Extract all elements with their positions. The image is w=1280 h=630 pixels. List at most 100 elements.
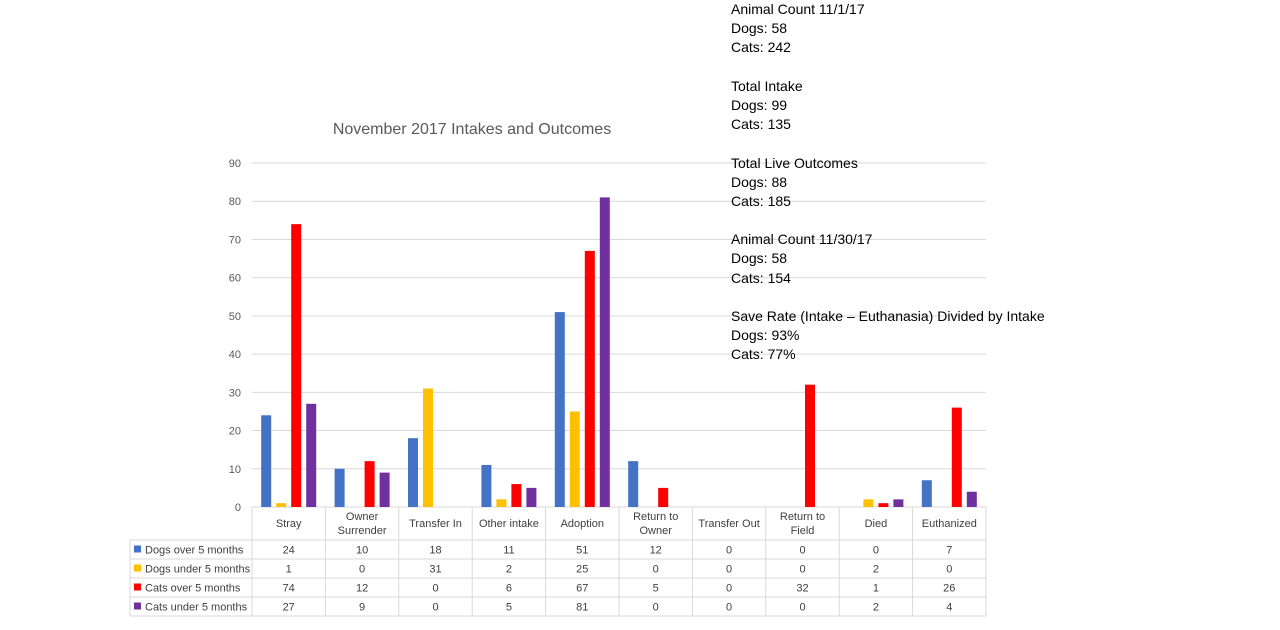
- category-label: Transfer In: [409, 518, 462, 530]
- table-cell: 0: [432, 602, 438, 614]
- note-line: [731, 288, 1045, 307]
- bar: [276, 503, 287, 507]
- y-tick-label: 30: [229, 387, 241, 399]
- table-cell: 4: [946, 602, 952, 614]
- note-line: Dogs: 58: [731, 250, 788, 267]
- table-cell: 0: [946, 564, 952, 576]
- bar: [364, 461, 375, 507]
- note-line: Save Rate (Intake – Euthanasia) Divided …: [731, 308, 1045, 324]
- table-cell: 7: [946, 545, 952, 557]
- category-label: Field: [791, 525, 815, 537]
- bar: [526, 487, 537, 507]
- legend-swatch: [134, 564, 141, 572]
- y-axis-ticks: 0 10 20 30 40 50 60 70 80 90: [229, 158, 241, 514]
- y-tick-label: 40: [229, 349, 241, 361]
- legend-swatch: [134, 583, 141, 591]
- bar: [496, 499, 507, 507]
- note-line: [731, 211, 1045, 230]
- y-tick-label: 10: [229, 464, 241, 476]
- note-line: Cats: 185: [731, 192, 791, 209]
- legend-label: Cats under 5 months: [145, 602, 248, 614]
- bar: [628, 461, 639, 507]
- table-cell: 81: [576, 602, 588, 614]
- table-cell: 26: [943, 583, 955, 595]
- legend-label: Dogs over 5 months: [145, 545, 244, 557]
- note-line: Cats: 77%: [731, 346, 796, 363]
- note-line: Animal Count 11/1/17: [731, 1, 865, 17]
- table-cell: 31: [429, 564, 441, 576]
- y-tick-label: 50: [229, 311, 241, 323]
- legend-swatch: [134, 602, 141, 610]
- note-line: Dogs: 58: [731, 20, 788, 37]
- bar: [423, 388, 433, 507]
- bar: [569, 411, 580, 507]
- bar: [658, 487, 669, 507]
- table-cell: 51: [576, 545, 588, 557]
- table-cell: 18: [429, 545, 441, 557]
- table-cell: 1: [286, 564, 292, 576]
- y-tick-label: 60: [229, 273, 241, 285]
- table-cell: 12: [650, 545, 662, 557]
- y-tick-label: 80: [229, 196, 241, 208]
- category-label: Owner: [639, 525, 672, 537]
- summary-notes: Animal Count 11/1/17 Dogs: 58 Cats: 242 Tot…: [731, 0, 1045, 365]
- table-cell: 2: [873, 602, 879, 614]
- bar: [306, 403, 317, 507]
- category-label: Transfer Out: [698, 518, 759, 530]
- bar: [261, 415, 272, 507]
- bar: [878, 503, 889, 507]
- table-cell: 11: [503, 545, 514, 557]
- category-label: Return to: [633, 511, 678, 523]
- bar: [599, 197, 610, 507]
- table-cell: 27: [283, 602, 295, 614]
- data-table: Stray Owner Surrender Transfer In Other inta…: [129, 507, 987, 617]
- category-label: Stray: [276, 518, 302, 530]
- table-cell: 2: [873, 564, 879, 576]
- bar: [408, 438, 418, 507]
- y-tick-label: 70: [229, 234, 241, 246]
- table-cell: 1: [873, 583, 879, 595]
- bars: [261, 197, 977, 507]
- y-tick-label: 20: [229, 426, 241, 438]
- category-label: Surrender: [338, 525, 387, 537]
- table-cell: 0: [726, 564, 732, 576]
- bar: [805, 384, 815, 507]
- bar: [554, 312, 565, 507]
- table-cell: 0: [799, 564, 805, 576]
- legend-label: Dogs under 5 months: [145, 564, 251, 576]
- note-line: Total Intake: [731, 77, 803, 94]
- y-tick-label: 0: [235, 502, 241, 514]
- table-cell: 0: [653, 564, 659, 576]
- table-cell: 32: [796, 583, 808, 595]
- bar: [511, 484, 522, 507]
- table-cell: 0: [432, 583, 438, 595]
- table-cell: 12: [356, 583, 368, 595]
- table-cell: 0: [359, 564, 365, 576]
- category-label: Euthanized: [922, 518, 977, 530]
- bar: [893, 499, 904, 507]
- note-line: [731, 134, 1045, 153]
- bar: [334, 468, 345, 507]
- table-cell: 5: [653, 583, 659, 595]
- bar: [584, 250, 595, 507]
- table-cell: 9: [359, 602, 365, 614]
- table-cell: 0: [726, 602, 732, 614]
- category-label: Return to: [780, 511, 825, 523]
- bar: [966, 491, 977, 507]
- note-line: Dogs: 99: [731, 96, 788, 113]
- bar: [379, 472, 390, 507]
- table-cell: 0: [799, 545, 805, 557]
- note-line: Dogs: 88: [731, 173, 788, 190]
- bar: [951, 407, 962, 507]
- table-cell: 67: [576, 583, 588, 595]
- bar: [291, 224, 302, 507]
- legend-swatch: [134, 545, 141, 553]
- table-cell: 25: [576, 564, 588, 576]
- table-cell: 0: [653, 602, 659, 614]
- table-cell: 6: [506, 583, 512, 595]
- note-line: Animal Count 11/30/17: [731, 231, 873, 248]
- legend-label: Cats over 5 months: [145, 583, 241, 595]
- table-cell: 74: [283, 583, 295, 595]
- note-line: Cats: 135: [731, 116, 791, 133]
